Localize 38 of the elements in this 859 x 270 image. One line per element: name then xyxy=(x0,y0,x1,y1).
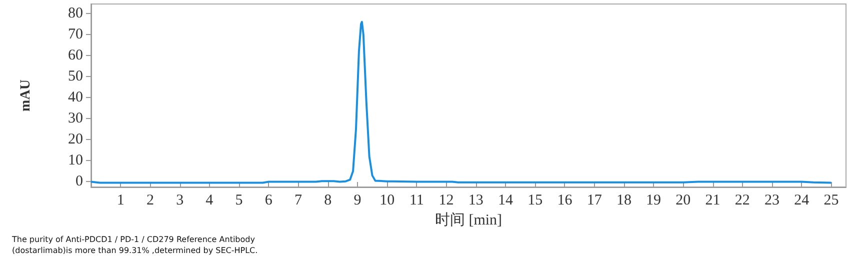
y-tick-label: 60 xyxy=(68,48,83,64)
x-tick-label: 23 xyxy=(764,192,780,208)
x-tick-label: 13 xyxy=(468,192,484,208)
x-tick-label: 5 xyxy=(235,192,243,208)
x-tick-label: 4 xyxy=(206,192,214,208)
x-tick-label: 22 xyxy=(734,192,750,208)
y-tick-label: 70 xyxy=(68,26,83,42)
x-tick-label: 3 xyxy=(176,192,184,208)
y-axis-title: mAU xyxy=(18,80,34,112)
y-tick-label: 50 xyxy=(68,68,83,85)
x-tick-label: 19 xyxy=(646,192,662,208)
x-tick-label: 7 xyxy=(294,192,303,208)
x-tick-label: 12 xyxy=(438,192,454,208)
y-tick-label: 30 xyxy=(68,110,83,127)
x-tick-label: 15 xyxy=(528,192,543,208)
y-tick-label: 0 xyxy=(76,174,83,190)
x-tick-label: 17 xyxy=(586,192,602,208)
x-tick-label: 1 xyxy=(116,192,124,208)
y-tick-label: 10 xyxy=(68,152,83,169)
x-tick-label: 21 xyxy=(705,192,720,208)
x-tick-label: 6 xyxy=(264,192,273,208)
text: The purity of Anti-PDCD1 / PD-1 / CD279 Reference Antibody (dostarlimab)is more than 99.31% ,determined by SEC-HPLC. xyxy=(11,235,258,255)
x-tick-label: 11 xyxy=(409,192,424,208)
x-tick-label: 8 xyxy=(324,192,332,208)
x-tick-label: 9 xyxy=(354,192,362,208)
y-tick-label: 20 xyxy=(68,132,83,148)
x-tick-label: 2 xyxy=(146,192,154,208)
x-tick-label: 25 xyxy=(824,192,839,208)
x-tick-label: 18 xyxy=(616,192,632,208)
x-tick-label: 14 xyxy=(498,192,514,208)
line-series xyxy=(90,20,832,184)
x-tick-label: 24 xyxy=(794,192,810,208)
y-tick-label: 40 xyxy=(68,90,83,106)
x-tick-label: 10 xyxy=(380,192,395,208)
x-tick-label: 16 xyxy=(557,192,573,208)
x-tick-label: 20 xyxy=(676,192,691,208)
x-axis-title: 时间 [min] xyxy=(434,211,502,228)
y-tick-label: 80 xyxy=(68,5,83,22)
